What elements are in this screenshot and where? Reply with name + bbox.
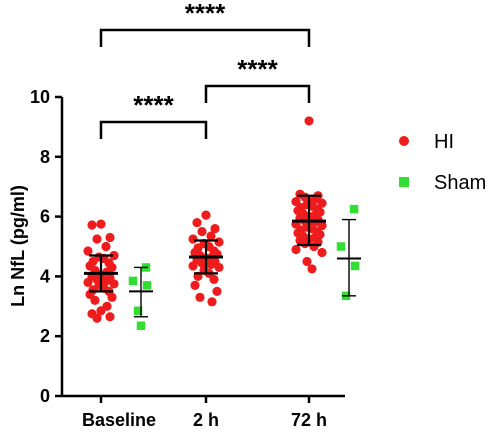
data-point-hi bbox=[92, 313, 102, 323]
y-tick-label: 4 bbox=[40, 266, 50, 286]
significance-bracket bbox=[99, 120, 208, 139]
data-point-sham bbox=[349, 204, 359, 214]
y-tick-label: 0 bbox=[40, 386, 50, 406]
data-point-hi bbox=[206, 259, 216, 270]
data-point-hi bbox=[83, 246, 93, 256]
y-tick-label: 8 bbox=[40, 147, 50, 167]
data-point-hi bbox=[214, 262, 224, 273]
significance-label: **** bbox=[185, 0, 226, 28]
data-point-hi bbox=[317, 247, 327, 258]
data-marks bbox=[83, 116, 360, 330]
data-point-hi bbox=[83, 277, 93, 287]
data-point-hi bbox=[90, 295, 100, 305]
data-point-hi bbox=[101, 241, 111, 252]
data-point-hi bbox=[188, 261, 198, 271]
x-tick-label: Baseline bbox=[82, 410, 156, 430]
data-point-hi bbox=[109, 279, 119, 289]
y-tick-label: 2 bbox=[40, 326, 50, 346]
data-point-hi bbox=[190, 280, 200, 290]
data-point-hi bbox=[302, 256, 312, 267]
data-point-sham bbox=[136, 321, 146, 330]
data-point-hi bbox=[197, 258, 207, 268]
data-point-sham bbox=[350, 261, 360, 271]
legend-marker-hi bbox=[399, 136, 409, 146]
x-tick-label: 2 h bbox=[193, 410, 219, 430]
significance-label: **** bbox=[133, 90, 174, 120]
data-point-hi bbox=[309, 241, 319, 252]
data-point-hi bbox=[209, 274, 219, 284]
data-point-hi bbox=[201, 210, 211, 220]
data-point-hi bbox=[87, 220, 97, 230]
summary-bars bbox=[84, 194, 361, 318]
y-tick-label: 10 bbox=[30, 87, 50, 107]
data-point-hi bbox=[214, 237, 224, 247]
data-point-sham bbox=[133, 306, 143, 316]
data-point-hi bbox=[188, 234, 198, 244]
legend-marker-sham bbox=[399, 177, 409, 187]
data-point-hi bbox=[101, 276, 111, 286]
significance-bracket bbox=[99, 28, 311, 47]
legend-label-hi: HI bbox=[434, 131, 454, 153]
data-point-hi bbox=[109, 250, 119, 261]
data-point-sham bbox=[128, 276, 138, 286]
data-point-sham bbox=[336, 242, 346, 251]
data-point-sham bbox=[142, 281, 152, 290]
data-point-hi bbox=[207, 297, 217, 307]
legend-label-sham: Sham bbox=[434, 172, 486, 194]
data-point-hi bbox=[195, 292, 205, 302]
data-point-hi bbox=[197, 226, 207, 237]
data-point-hi bbox=[107, 292, 117, 302]
data-point-hi bbox=[210, 223, 220, 234]
data-point-hi bbox=[206, 231, 216, 241]
data-point-hi bbox=[212, 286, 222, 296]
legend: HI Sham bbox=[399, 131, 486, 194]
data-point-hi bbox=[105, 312, 115, 322]
significance-bracket bbox=[204, 84, 311, 103]
y-tick-label: 6 bbox=[40, 207, 50, 227]
data-point-hi bbox=[307, 264, 317, 274]
y-axis-title: Ln NfL (pg/ml) bbox=[8, 185, 28, 307]
data-point-hi bbox=[96, 306, 106, 316]
data-point-hi bbox=[105, 232, 115, 243]
axes: 0 2 4 6 8 10 Baseline 2 h 72 h bbox=[30, 87, 345, 430]
data-point-hi bbox=[291, 244, 301, 255]
data-point-hi bbox=[92, 234, 102, 244]
data-point-hi bbox=[96, 219, 106, 229]
data-point-hi bbox=[192, 217, 202, 228]
data-point-hi bbox=[304, 116, 314, 126]
significance-label: **** bbox=[237, 54, 278, 84]
x-tick-label: 72 h bbox=[291, 410, 327, 430]
significance-annotations: **** **** **** bbox=[99, 0, 311, 139]
